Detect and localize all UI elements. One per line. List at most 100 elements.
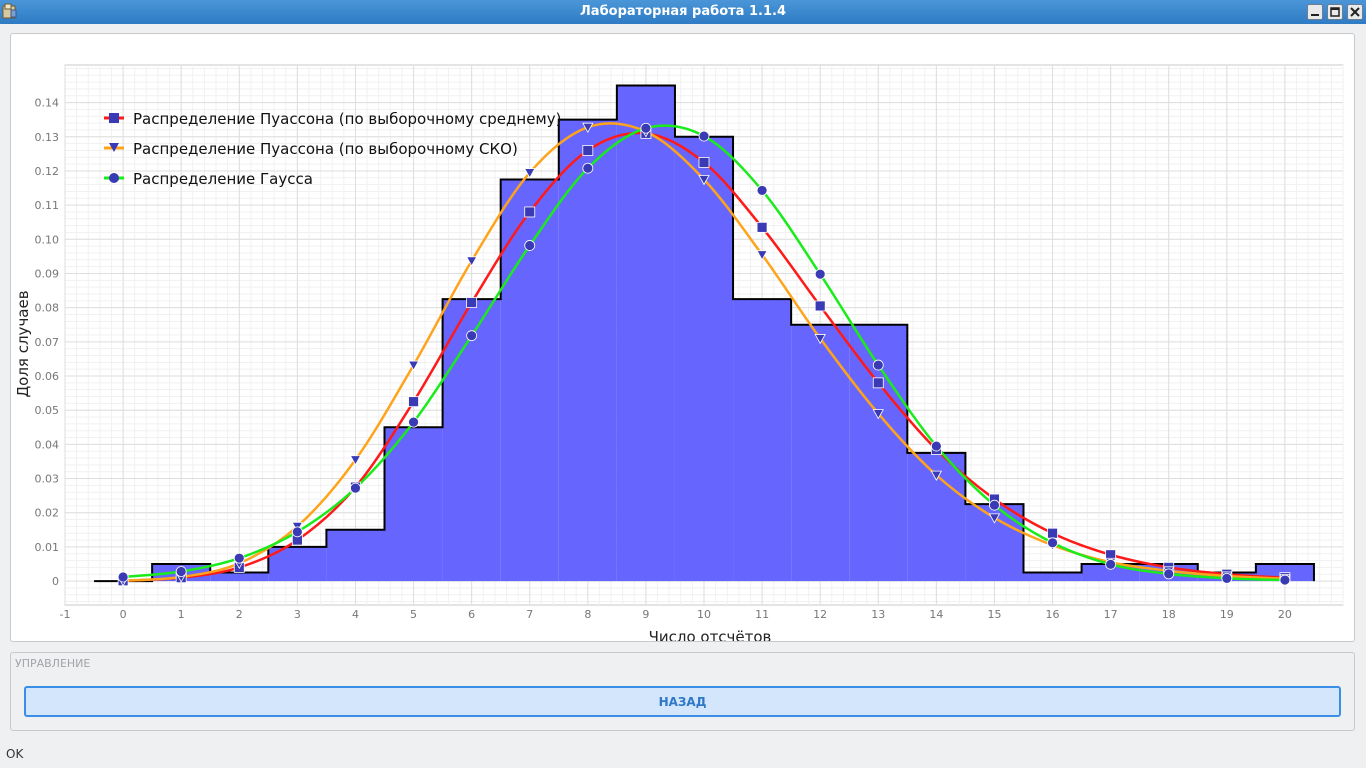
series-2-point (988, 513, 1001, 524)
x-tick-label: 13 (871, 608, 885, 621)
y-axis-label: Доля случаев (14, 290, 32, 397)
x-tick-label: 7 (526, 608, 533, 621)
legend-label-gauss: Распределение Гаусса (133, 170, 313, 188)
x-tick-label: 0 (120, 608, 127, 621)
y-tick-label: 0.06 (35, 370, 60, 383)
series-1-point (872, 377, 884, 389)
series-2-point (524, 168, 536, 179)
control-group: УПРАВЛЕНИЕ НАЗАД (10, 652, 1355, 731)
series-2-point (698, 175, 710, 186)
x-tick-label: 14 (929, 608, 943, 621)
series-3-point (1105, 558, 1117, 570)
histogram-bar (210, 572, 269, 582)
series-2-point (930, 470, 943, 481)
series-2-point (582, 122, 594, 134)
back-button[interactable]: НАЗАД (24, 686, 1341, 717)
chart-panel: 0 0.01 0.02 0.03 0.04 0.05 0.06 0.07 0.08 0.09 0.1… (10, 33, 1355, 642)
x-tick-label: 8 (584, 608, 591, 621)
x-axis-label: Число отсчётов (649, 628, 772, 641)
x-tick-label: 3 (294, 608, 301, 621)
histogram-outline (94, 84, 1315, 583)
series-3-point (466, 330, 478, 342)
maximize-button[interactable] (1327, 4, 1343, 20)
x-tick-label: 9 (642, 608, 649, 621)
series-3-point (291, 526, 303, 538)
distribution-chart: 0 0.01 0.02 0.03 0.04 0.05 0.06 0.07 0.08 0.09 0.1… (14, 64, 1344, 641)
series-3-point (930, 440, 942, 452)
x-tick-label: 16 (1046, 608, 1060, 621)
series-3-point (756, 185, 768, 196)
series-3-point (872, 359, 884, 371)
y-tick-label: 0.01 (35, 541, 60, 554)
window-title: Лабораторная работа 1.1.4 (580, 4, 786, 19)
series-lines (117, 122, 1291, 587)
series-2-point (407, 360, 420, 371)
y-tick-label: 0.14 (35, 97, 60, 110)
series-3-point (175, 566, 187, 577)
series-3-point (640, 122, 652, 134)
series-2-point (872, 409, 884, 420)
x-tick-label: 17 (1104, 608, 1118, 621)
x-tick-label: 20 (1278, 608, 1292, 621)
axis-ticks: 0 0.01 0.02 0.03 0.04 0.05 0.06 0.07 0.08 0.09 0.1… (35, 97, 1292, 621)
series-2-point (814, 334, 826, 345)
y-tick-label: 0.10 (35, 233, 60, 246)
legend: Распределение Пуассона (по выборочному с… (104, 110, 561, 188)
legend-item-gauss: Распределение Гаусса (104, 170, 313, 188)
legend-item-poisson-mean: Распределение Пуассона (по выборочному с… (104, 110, 561, 128)
series-line-1 (123, 131, 1285, 582)
series-3-point (698, 130, 710, 142)
status-text: OK (6, 747, 24, 761)
y-tick-label: 0.09 (35, 267, 60, 280)
x-tick-label: 19 (1220, 608, 1234, 621)
series-1-point (466, 297, 478, 308)
minimize-icon (1311, 14, 1319, 16)
y-tick-label: 0 (52, 575, 59, 588)
minimize-button[interactable] (1307, 4, 1323, 20)
series-2-point (756, 250, 768, 261)
series-2-point (349, 455, 362, 466)
y-tick-label: 0.11 (35, 199, 60, 212)
series-3-point (1047, 537, 1058, 549)
series-1-point (582, 145, 594, 156)
maximize-icon (1330, 7, 1340, 17)
control-group-title: УПРАВЛЕНИЕ (15, 657, 91, 670)
series-3-point (408, 416, 419, 428)
series-1-point (756, 221, 768, 233)
histogram-bar (733, 299, 792, 582)
x-tick-label: 18 (1162, 608, 1176, 621)
y-tick-label: 0.13 (35, 131, 60, 144)
series-3-point (524, 240, 536, 251)
app-icon (2, 3, 17, 19)
close-button[interactable] (1347, 4, 1363, 20)
y-tick-label: 0.04 (35, 438, 60, 451)
legend-label-poisson-sko: Распределение Пуассона (по выборочному С… (133, 140, 518, 158)
y-tick-label: 0.05 (35, 404, 60, 417)
title-bar: Лабораторная работа 1.1.4 (0, 0, 1366, 24)
x-tick-label: 11 (755, 608, 769, 621)
series-1-point (698, 157, 710, 168)
histogram-bar (442, 299, 501, 582)
series-2-point (465, 256, 478, 267)
x-tick-label: 2 (236, 608, 243, 621)
legend-item-poisson-sko: Распределение Пуассона (по выборочному С… (104, 140, 518, 158)
series-3-point (233, 552, 245, 564)
series-1-point (524, 206, 536, 218)
histogram (94, 84, 1315, 583)
histogram-bar (1023, 572, 1082, 582)
series-3-point (989, 499, 1000, 511)
x-tick-label: -1 (60, 608, 71, 621)
histogram-bar (326, 529, 385, 582)
series-3-point (582, 162, 594, 174)
x-tick-label: 4 (352, 608, 359, 621)
histogram-bar (674, 136, 734, 582)
series-3-point (350, 482, 361, 494)
y-tick-label: 0.03 (35, 473, 60, 486)
series-3-point (814, 268, 826, 280)
histogram-bar (558, 119, 617, 582)
y-tick-label: 0.08 (35, 302, 60, 315)
histogram-bar (384, 427, 443, 582)
series-1-point (814, 300, 826, 312)
x-tick-label: 1 (178, 608, 185, 621)
x-tick-label: 12 (813, 608, 827, 621)
